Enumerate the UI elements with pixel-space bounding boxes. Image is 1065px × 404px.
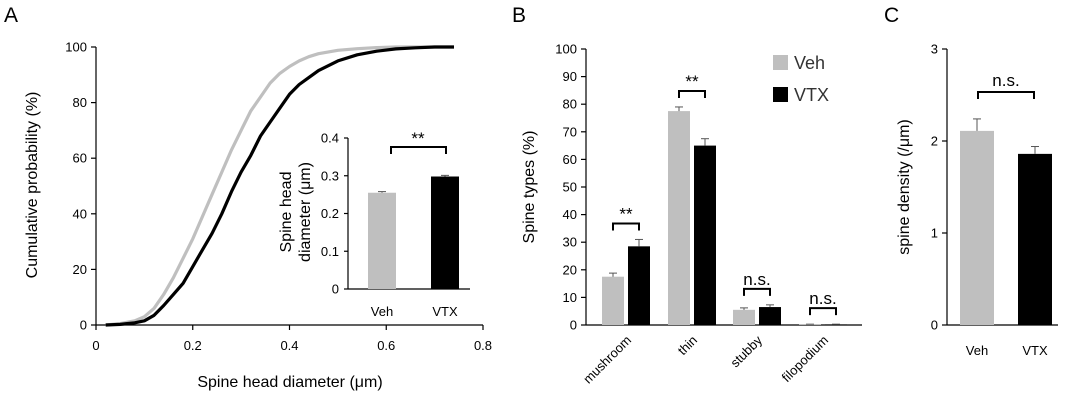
panel-a-ytick-label: 20 [73, 262, 87, 277]
panel-a-xtick-label: 0.6 [377, 338, 395, 353]
panel-b-ytick-label: 30 [563, 235, 577, 250]
panel-a-ytick-label: 80 [73, 95, 87, 110]
significance-label-thin: ** [685, 72, 699, 91]
significance-bracket-mushroom [612, 222, 640, 231]
panel-b-ytick-label: 100 [555, 42, 577, 57]
density-significance-bracket [977, 91, 1035, 99]
panel-a: A 0 20 40 60 80 100 0 0.2 0.4 0.6 0.8 Spine head d… [4, 4, 492, 391]
panel-a-ytick-label: 100 [65, 40, 87, 55]
cdf-line-vtx [105, 45, 454, 327]
legend-swatch-veh [773, 55, 788, 70]
inset-ytick-label: 0 [332, 282, 339, 297]
legend-swatch-vtx [773, 87, 788, 102]
density-category-label: Veh [966, 343, 988, 358]
density-significance-label: n.s. [992, 71, 1019, 90]
significance-bracket-stubby [743, 287, 771, 296]
bar-mushroom-vtx [628, 246, 650, 325]
inset-bar-veh [368, 192, 396, 289]
panel-b-ytick-label: 20 [563, 262, 577, 277]
panel-b-ytick-label: 60 [563, 152, 577, 167]
panel-b-ytick-label: 70 [563, 124, 577, 139]
significance-label-stubby: n.s. [743, 270, 770, 289]
inset-significance-bracket [390, 146, 447, 154]
inset-bar-vtx [431, 176, 459, 289]
inset-category-label: VTX [432, 304, 458, 319]
significance-bracket-filopodium [809, 307, 837, 316]
density-category-label: VTX [1022, 343, 1048, 358]
panel-c: C 0 1 2 3 Veh VTX n.s. spine density (/μm) [884, 4, 1058, 358]
panel-b-ylabel: Spine types (%) [521, 131, 538, 244]
bar-filopodium-veh [799, 324, 821, 325]
inset-ylabel-line1: Spine head [278, 172, 295, 253]
legend-label-vtx: VTX [794, 85, 829, 105]
panel-b: B 0 10 20 30 40 50 60 70 80 90 100 mushroom ** thin **… [512, 4, 862, 387]
category-label-thin: thin [675, 333, 700, 358]
inset-category-label: Veh [371, 304, 393, 319]
significance-label-filopodium: n.s. [809, 289, 836, 308]
bar-stubby-veh [733, 309, 755, 325]
bar-thin-vtx [694, 145, 716, 325]
bar-stubby-vtx [759, 307, 781, 325]
panel-a-xtick-label: 0.4 [280, 338, 298, 353]
bar-mushroom-veh [602, 276, 624, 325]
panel-a-ytick-label: 40 [73, 206, 87, 221]
category-label-filopodium: filopodium [779, 333, 832, 386]
density-bar-vtx [1018, 153, 1052, 325]
panel-c-ytick-label: 1 [931, 226, 938, 241]
panel-a-xtick-label: 0.8 [474, 338, 492, 353]
panel-c-axes: 0 1 2 3 Veh VTX n.s. [931, 42, 1058, 358]
category-label-stubby: stubby [727, 332, 765, 370]
panel-b-ytick-label: 10 [563, 290, 577, 305]
inset-ylabel-line2: diameter (μm) [297, 162, 314, 262]
panel-a-xtick-label: 0.2 [184, 338, 202, 353]
legend-label-veh: Veh [794, 53, 825, 73]
panel-c-ytick-label: 3 [931, 42, 938, 57]
panel-c-letter: C [884, 4, 899, 27]
panel-a-ytick-label: 60 [73, 151, 87, 166]
panel-b-ytick-label: 40 [563, 207, 577, 222]
inset-significance-label: ** [411, 129, 425, 148]
panel-a-ylabel: Cumulative probability (%) [24, 92, 41, 279]
bar-thin-veh [668, 111, 690, 325]
panel-b-ytick-label: 80 [563, 97, 577, 112]
inset-ytick-label: 0.1 [321, 244, 339, 259]
panel-a-axes: 0 20 40 60 80 100 0 0.2 0.4 0.6 0.8 [65, 40, 492, 354]
panel-b-ytick-label: 0 [570, 318, 577, 333]
category-label-mushroom: mushroom [580, 333, 634, 387]
cdf-line-veh [105, 45, 454, 327]
panel-a-xtick-label: 0 [92, 338, 99, 353]
significance-bracket-thin [678, 89, 706, 98]
density-bar-veh [960, 130, 994, 325]
panel-c-ylabel: spine density (/μm) [896, 119, 913, 254]
panel-a-xlabel: Spine head diameter (μm) [197, 374, 382, 391]
panel-b-letter: B [512, 4, 526, 27]
panel-b-legend: Veh VTX [773, 53, 829, 105]
panel-b-ytick-label: 50 [563, 180, 577, 195]
panel-c-ytick-label: 2 [931, 134, 938, 149]
panel-c-ytick-label: 0 [931, 318, 938, 333]
panel-b-ytick-label: 90 [563, 69, 577, 84]
panel-a-inset: Spine head diameter (μm) 0 0.1 0.2 0.3 0.4 Ve… [278, 129, 470, 319]
panel-a-lines [105, 45, 454, 327]
bar-filopodium-vtx [825, 324, 847, 325]
panel-a-ytick-label: 0 [80, 318, 87, 333]
inset-ytick-label: 0.3 [321, 168, 339, 183]
panel-a-letter: A [4, 4, 18, 27]
inset-ytick-label: 0.2 [321, 206, 339, 221]
significance-label-mushroom: ** [619, 204, 633, 223]
inset-ytick-label: 0.4 [321, 131, 339, 146]
